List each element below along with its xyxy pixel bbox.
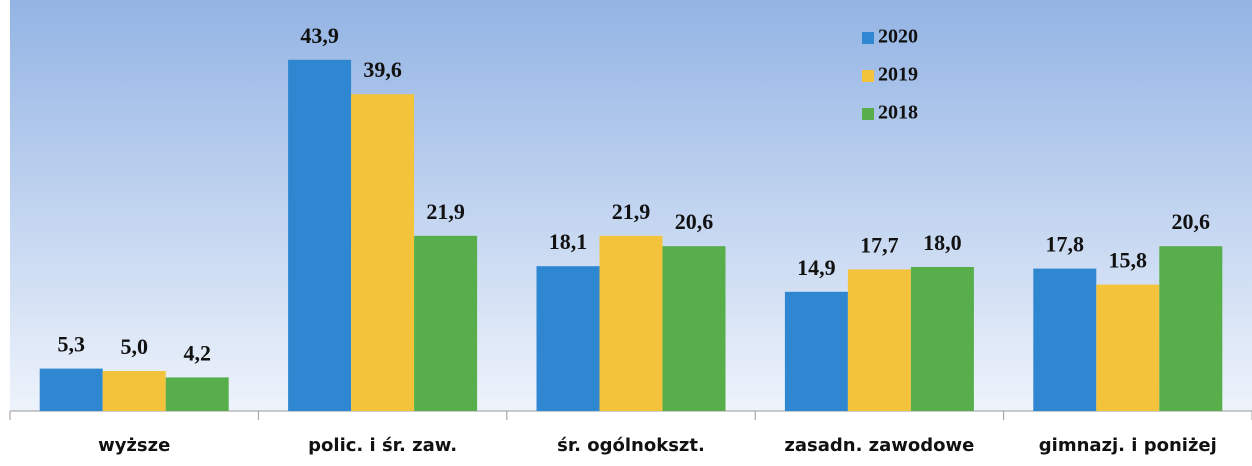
x-tick-label: zasadn. zawodowe <box>784 435 974 456</box>
value-label: 15,8 <box>1109 248 1148 273</box>
bar <box>414 235 478 411</box>
value-label: 5,0 <box>120 334 148 359</box>
legend-swatch <box>862 108 874 120</box>
legend-label: 2020 <box>878 26 918 48</box>
bar <box>288 59 352 412</box>
legend-label: 2019 <box>878 64 918 86</box>
bar <box>662 246 726 411</box>
bar <box>1096 284 1160 411</box>
bar <box>1033 268 1097 411</box>
legend-swatch <box>862 32 874 44</box>
value-label: 21,9 <box>426 199 465 224</box>
value-label: 14,9 <box>797 255 836 280</box>
value-label: 21,9 <box>612 199 651 224</box>
bar <box>1159 246 1223 411</box>
value-label: 20,6 <box>1172 209 1211 234</box>
x-tick-label: wyższe <box>98 435 170 456</box>
legend-swatch <box>862 70 874 82</box>
value-label: 20,6 <box>675 209 714 234</box>
x-tick-label: gimnazj. i poniżej <box>1039 435 1217 456</box>
value-label: 18,0 <box>923 230 962 255</box>
bar <box>165 377 229 411</box>
value-label: 39,6 <box>363 57 402 82</box>
bar <box>784 291 848 411</box>
x-tick-label: polic. i śr. zaw. <box>308 435 457 456</box>
bar <box>39 368 103 411</box>
value-label: 18,1 <box>549 229 588 254</box>
bar <box>847 269 911 411</box>
bar <box>351 94 415 411</box>
x-tick-label: śr. ogólnokszt. <box>557 435 705 456</box>
bar <box>102 371 166 411</box>
bar <box>910 267 974 411</box>
value-label: 43,9 <box>300 23 339 48</box>
bar <box>599 235 663 411</box>
value-label: 4,2 <box>183 340 211 365</box>
bar <box>536 266 600 411</box>
value-label: 17,8 <box>1046 232 1085 257</box>
legend-label: 2018 <box>878 102 918 124</box>
value-label: 5,3 <box>57 332 85 357</box>
value-label: 17,7 <box>860 232 899 257</box>
